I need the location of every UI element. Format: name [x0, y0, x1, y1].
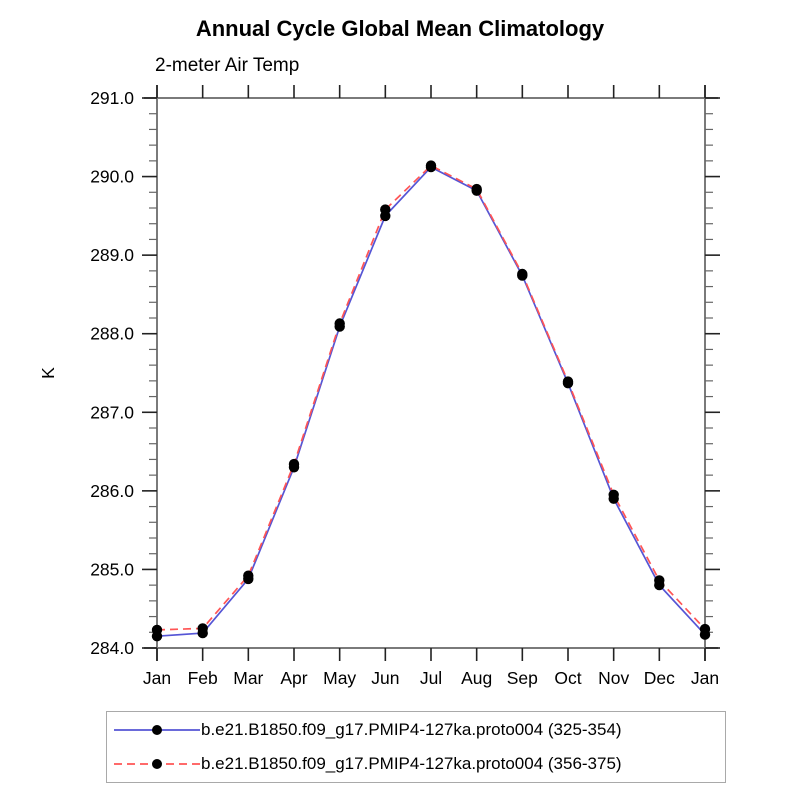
y-tick-label: 285.0 — [90, 559, 134, 579]
series-markers-1 — [151, 160, 711, 636]
data-point-marker — [517, 268, 528, 280]
x-tick-label: Oct — [554, 668, 581, 688]
y-tick-label: 287.0 — [90, 402, 134, 422]
y-tick-label: 288.0 — [90, 324, 134, 344]
data-point-marker — [562, 376, 574, 387]
y-tick-label: 284.0 — [90, 638, 134, 658]
legend-line-sample-solid-blue — [114, 725, 200, 735]
x-tick-label: Dec — [644, 668, 675, 688]
y-axis-minor-ticks — [149, 113, 713, 633]
y-axis-title-text: K — [38, 367, 58, 379]
series-line-1 — [156, 164, 706, 631]
series-markers-0 — [151, 161, 711, 642]
legend-label-series-1: b.e21.B1850.f09_g17.PMIP4-127ka.proto004… — [201, 754, 622, 773]
data-point-marker — [608, 489, 619, 500]
x-tick-label: Jan — [691, 668, 719, 688]
data-point-marker — [471, 183, 482, 195]
data-point-marker — [425, 160, 437, 171]
data-point-marker — [654, 575, 665, 586]
legend-entry-series-0: b.e21.B1850.f09_g17.PMIP4-127ka.proto004… — [107, 713, 725, 747]
data-point-marker — [699, 623, 711, 635]
x-tick-label: Mar — [233, 668, 263, 688]
x-tick-label: Apr — [280, 668, 307, 688]
data-point-marker — [380, 204, 391, 215]
x-tick-label: Nov — [598, 668, 629, 688]
y-axis-title: K — [38, 367, 58, 379]
legend-box: b.e21.B1850.f09_g17.PMIP4-127ka.proto004… — [106, 711, 726, 783]
x-axis-ticks — [156, 85, 706, 661]
x-tick-label: May — [323, 668, 356, 688]
y-axis-tick-labels: 284.0 285.0 286.0 287.0 288.0 289.0 290.0 291.0 — [90, 88, 134, 658]
y-tick-label: 286.0 — [90, 481, 134, 501]
series-line-0 — [156, 166, 706, 638]
x-tick-label: Jan — [143, 668, 171, 688]
data-point-marker — [334, 318, 345, 329]
y-tick-label: 290.0 — [90, 167, 134, 187]
legend-entry-series-1: b.e21.B1850.f09_g17.PMIP4-127ka.proto004… — [107, 747, 725, 781]
y-tick-label: 289.0 — [90, 245, 134, 265]
legend-label-series-0: b.e21.B1850.f09_g17.PMIP4-127ka.proto004… — [201, 720, 622, 739]
legend-line-sample-dashed-red — [114, 759, 200, 769]
x-tick-label: Jun — [371, 668, 399, 688]
x-axis-labels: Jan Feb Mar Apr May Jun Jul Aug Sep Oct Nov Dec Jan — [143, 668, 719, 688]
x-tick-label: Aug — [461, 668, 492, 688]
data-point-marker — [243, 570, 254, 581]
x-tick-label: Jul — [420, 668, 442, 688]
data-point-marker — [197, 623, 208, 634]
x-tick-label: Feb — [188, 668, 218, 688]
chart-subtitle: 2-meter Air Temp — [155, 55, 300, 76]
data-point-marker — [288, 458, 300, 470]
data-point-marker — [151, 624, 163, 636]
y-tick-label: 291.0 — [90, 88, 134, 108]
x-tick-label: Sep — [507, 668, 538, 688]
y-axis-major-ticks — [142, 97, 720, 649]
plot-area: 284.0 285.0 286.0 287.0 288.0 289.0 290.0 291.0… — [38, 85, 720, 688]
chart-title: Annual Cycle Global Mean Climatology — [195, 16, 605, 41]
